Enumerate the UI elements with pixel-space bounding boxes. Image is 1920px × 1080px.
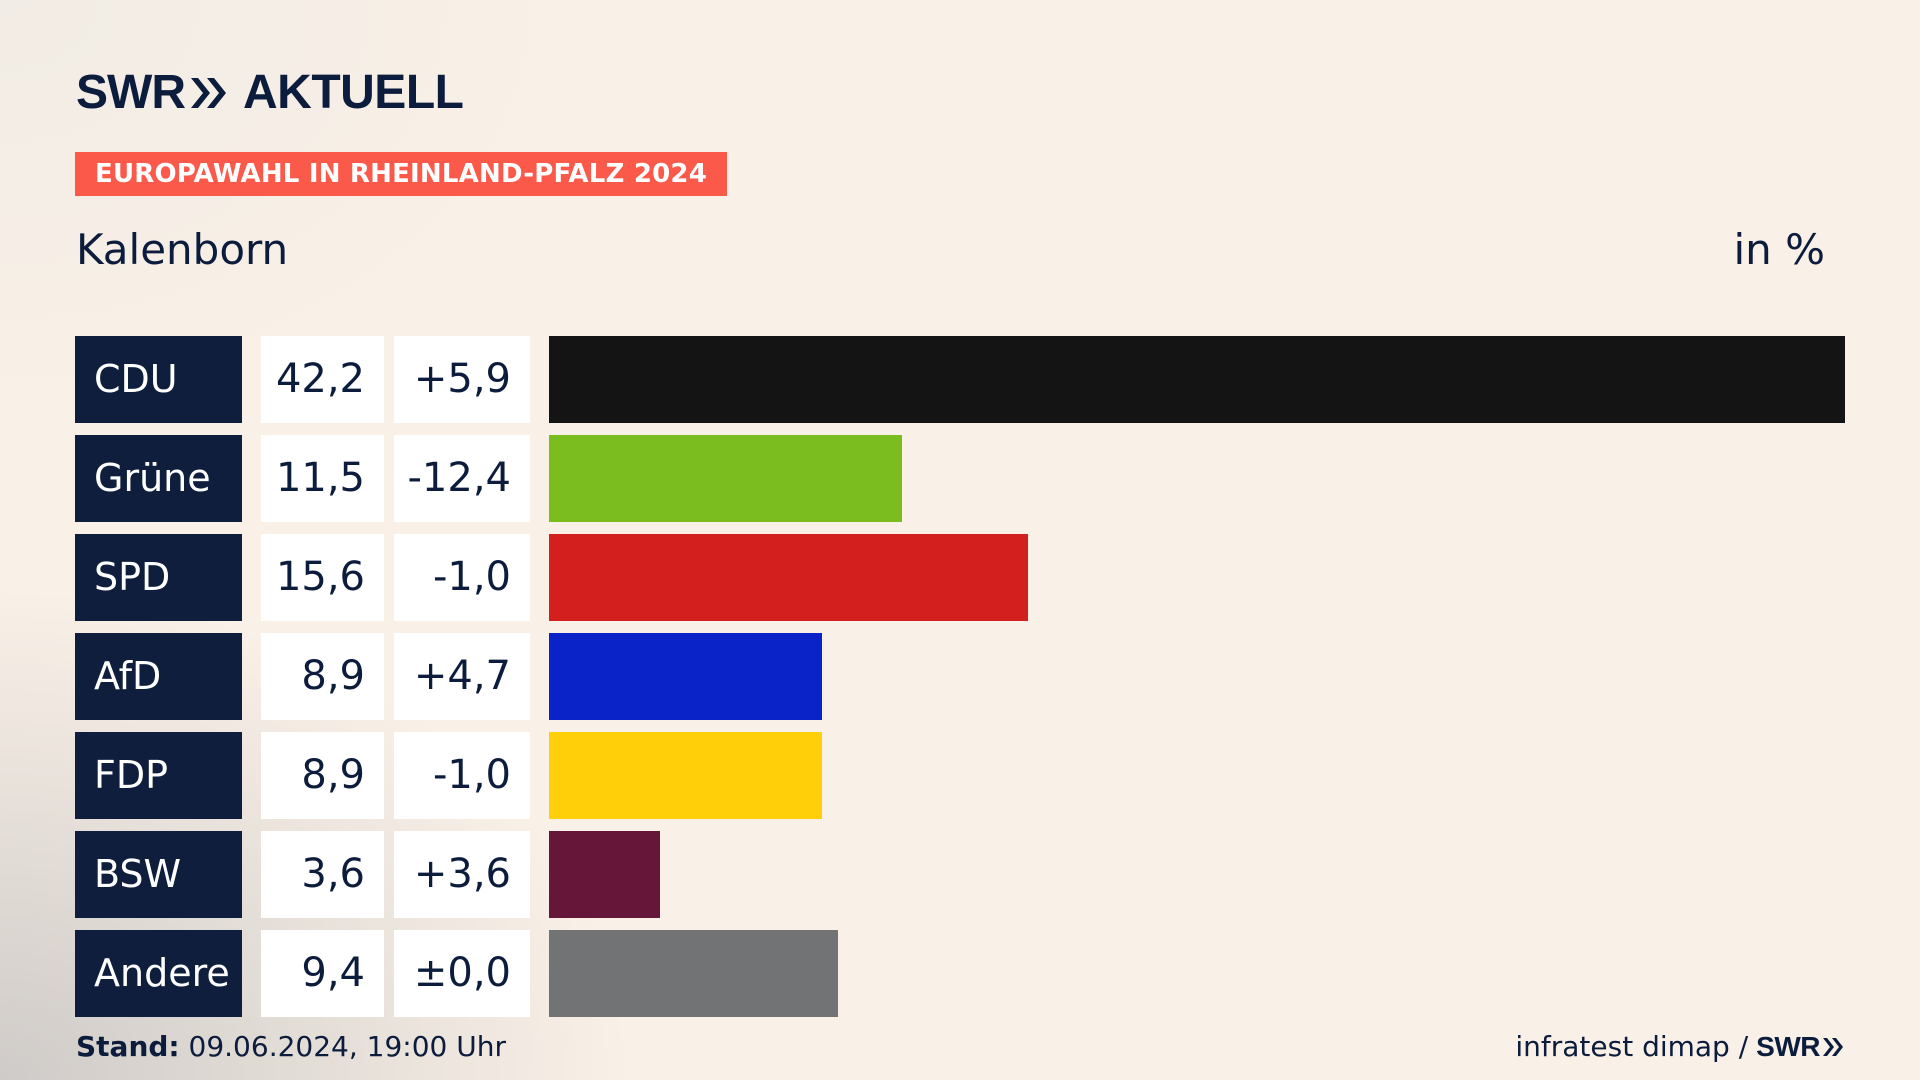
party-bar: [549, 336, 1845, 423]
result-row: CDU 42,2 +5,9: [75, 336, 1855, 423]
election-tag: EUROPAWAHL IN RHEINLAND-PFALZ 2024: [75, 152, 727, 196]
vote-change-label: +5,9: [394, 336, 530, 423]
vote-share-label: 3,6: [261, 831, 384, 918]
party-bar: [549, 435, 902, 522]
vote-change-label: -1,0: [394, 534, 530, 621]
swr-aktuell-logo: SWR AKTUELL: [76, 66, 464, 119]
vote-change-label: -12,4: [394, 435, 530, 522]
source-text: infratest dimap /: [1515, 1030, 1749, 1063]
party-label: FDP: [75, 732, 242, 819]
party-label: SPD: [75, 534, 242, 621]
result-row: Andere 9,4 ±0,0: [75, 930, 1855, 1017]
vote-share-label: 9,4: [261, 930, 384, 1017]
stand-value: 09.06.2024, 19:00 Uhr: [188, 1030, 506, 1063]
party-bar: [549, 732, 822, 819]
party-bar: [549, 633, 822, 720]
logo-aktuell-text: AKTUELL: [242, 66, 464, 119]
result-row: Grüne 11,5 -12,4: [75, 435, 1855, 522]
vote-share-label: 8,9: [261, 732, 384, 819]
chart-title: Kalenborn: [76, 225, 289, 274]
party-bar: [549, 930, 838, 1017]
party-bar: [549, 534, 1028, 621]
vote-share-label: 15,6: [261, 534, 384, 621]
vote-change-label: +4,7: [394, 633, 530, 720]
footer-chevron-icon: [1823, 1038, 1843, 1056]
unit-label: in %: [1733, 225, 1825, 274]
party-bar: [549, 831, 660, 918]
vote-share-label: 11,5: [261, 435, 384, 522]
party-label: BSW: [75, 831, 242, 918]
logo-swr-text: SWR: [76, 66, 186, 119]
source-brand: SWR: [1756, 1031, 1820, 1062]
timestamp: Stand: 09.06.2024, 19:00 Uhr: [76, 1030, 506, 1064]
double-chevron-icon: [190, 78, 226, 108]
result-row: SPD 15,6 -1,0: [75, 534, 1855, 621]
vote-change-label: ±0,0: [394, 930, 530, 1017]
result-row: FDP 8,9 -1,0: [75, 732, 1855, 819]
stand-label: Stand:: [76, 1030, 180, 1063]
source-credit: infratest dimap / SWR: [1515, 1030, 1844, 1064]
vote-share-label: 42,2: [261, 336, 384, 423]
party-label: AfD: [75, 633, 242, 720]
vote-change-label: +3,6: [394, 831, 530, 918]
result-row: AfD 8,9 +4,7: [75, 633, 1855, 720]
result-row: BSW 3,6 +3,6: [75, 831, 1855, 918]
party-label: Grüne: [75, 435, 242, 522]
party-label: Andere: [75, 930, 242, 1017]
vote-share-label: 8,9: [261, 633, 384, 720]
vote-change-label: -1,0: [394, 732, 530, 819]
party-label: CDU: [75, 336, 242, 423]
